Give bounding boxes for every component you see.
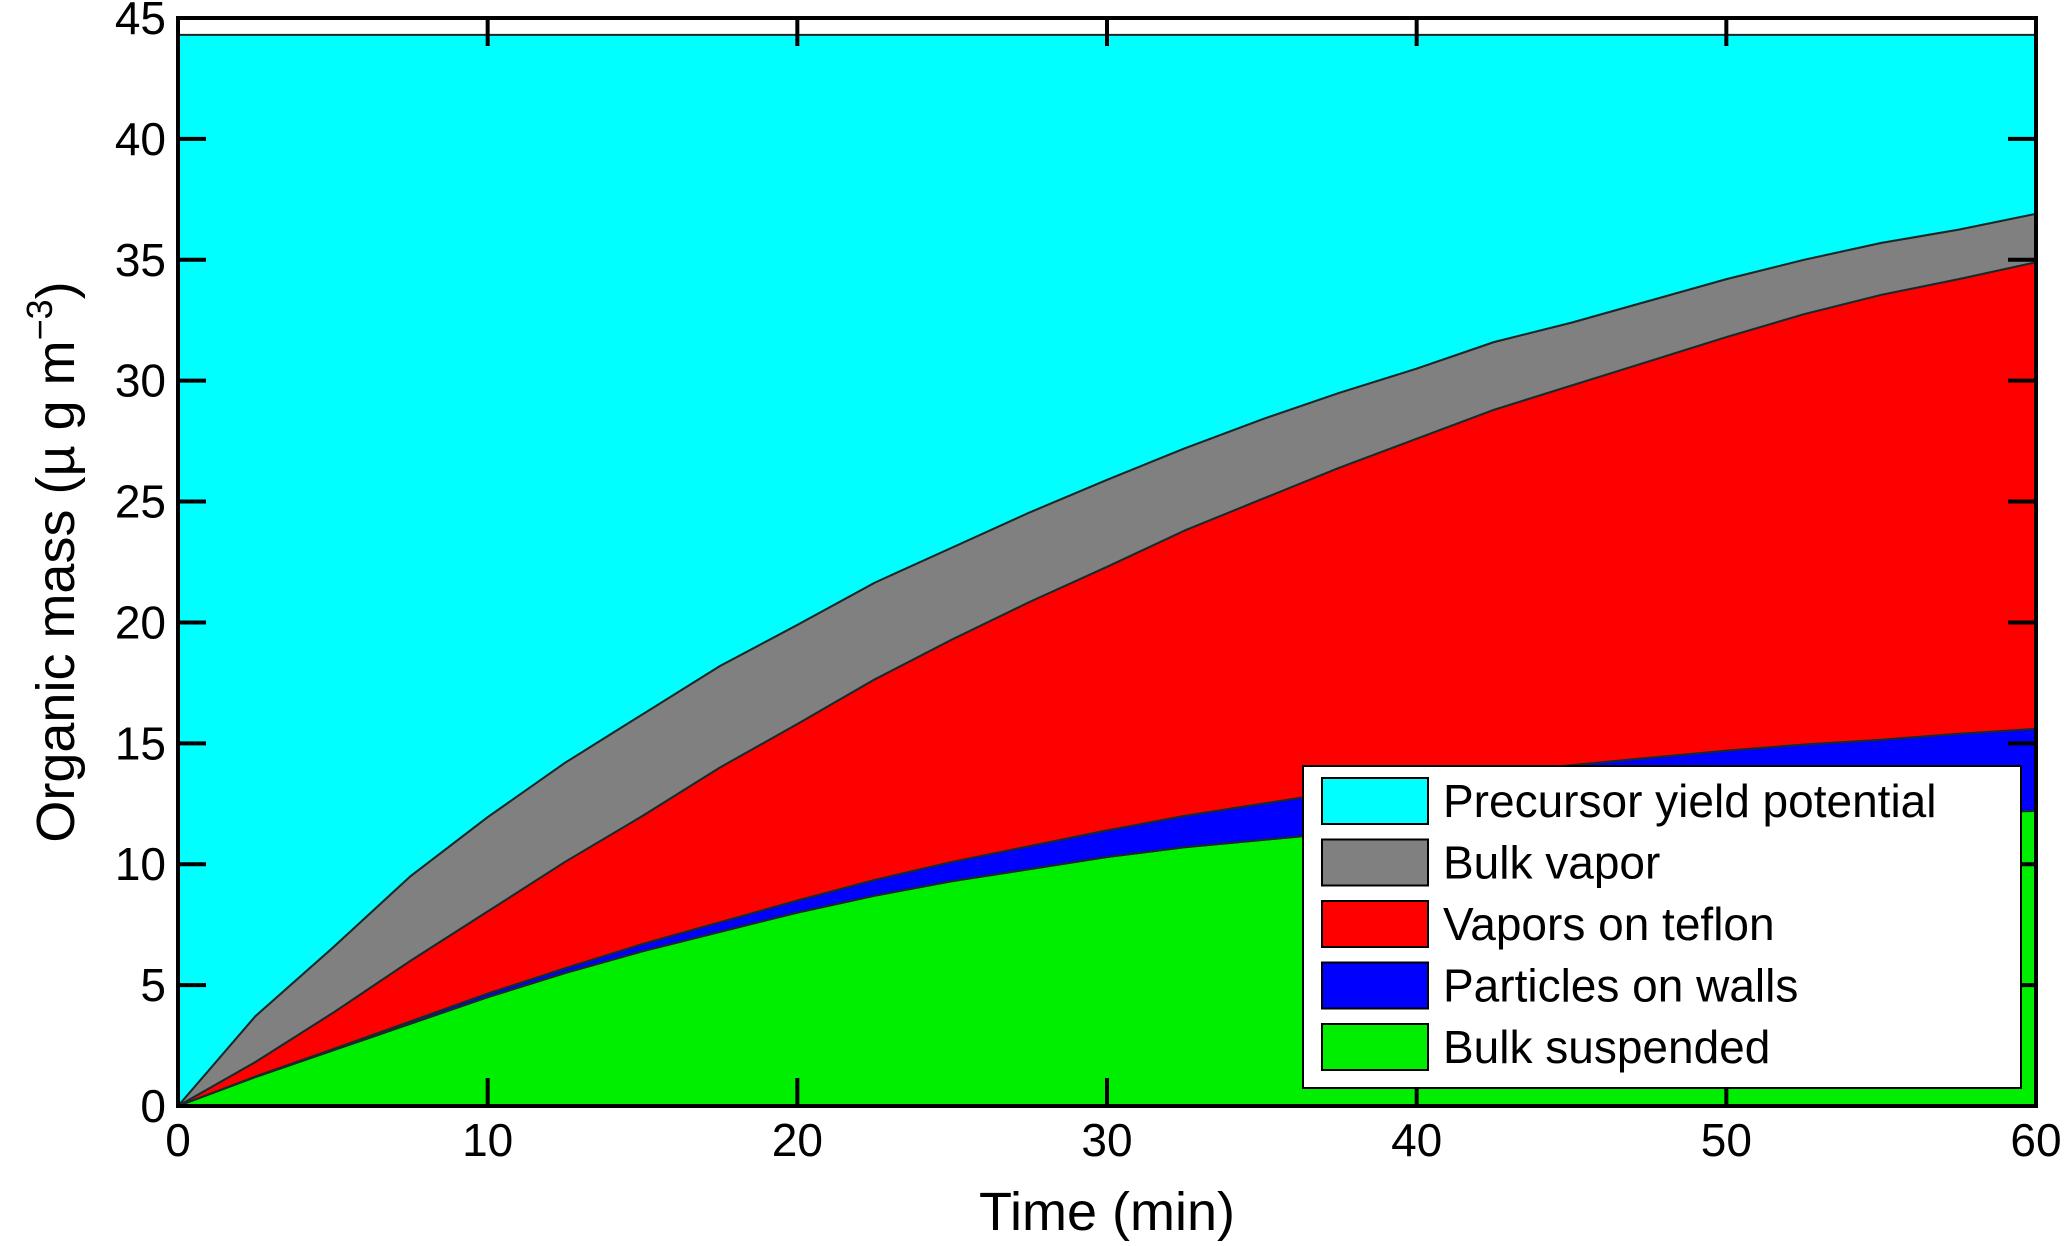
legend-label: Precursor yield potential xyxy=(1443,775,1936,827)
legend-label: Vapors on teflon xyxy=(1443,898,1775,950)
y-axis-title-exponent: −3 xyxy=(19,299,60,340)
y-tick-label-10: 10 xyxy=(115,838,166,890)
legend-label: Bulk suspended xyxy=(1443,1021,1770,1073)
y-axis-title: Organic mass (µ g m−3) xyxy=(19,281,86,842)
y-tick-label-35: 35 xyxy=(115,234,166,286)
x-axis-title: Time (min) xyxy=(979,1182,1235,1242)
axis-tick-labels: 0 10 20 30 40 50 60 0 5 10 15 20 25 30 35 40 45 xyxy=(115,0,2062,1166)
legend-item-precursor-yield-potential: Precursor yield potential xyxy=(1321,775,1936,827)
legend-swatch xyxy=(1321,777,1429,825)
y-tick-label-15: 15 xyxy=(115,717,166,769)
y-tick-label-0: 0 xyxy=(140,1080,166,1132)
y-axis-title-unit: g m xyxy=(26,340,86,445)
y-tick-label-45: 45 xyxy=(115,0,166,44)
x-tick-label-60: 60 xyxy=(2010,1114,2061,1166)
axis-ticks xyxy=(176,16,2038,1108)
legend-label: Particles on walls xyxy=(1443,960,1798,1012)
x-tick-label-50: 50 xyxy=(1701,1114,1752,1166)
y-axis-title-close: ) xyxy=(26,281,86,299)
y-tick-label-40: 40 xyxy=(115,113,166,165)
y-axis-title-main: Organic mass ( xyxy=(26,477,86,843)
legend-item-bulk-vapor: Bulk vapor xyxy=(1321,837,1660,889)
y-axis-title-mu: µ xyxy=(26,445,86,476)
x-tick-label-40: 40 xyxy=(1391,1114,1442,1166)
legend-item-particles-on-walls: Particles on walls xyxy=(1321,960,1798,1012)
legend-items: Precursor yield potential Bulk vapor Vapor… xyxy=(1321,775,1936,1073)
legend-label: Bulk vapor xyxy=(1443,837,1660,889)
x-tick-label-10: 10 xyxy=(462,1114,513,1166)
y-tick-label-25: 25 xyxy=(115,476,166,528)
x-tick-label-30: 30 xyxy=(1081,1114,1132,1166)
y-tick-label-5: 5 xyxy=(140,959,166,1011)
legend-item-vapors-on-teflon: Vapors on teflon xyxy=(1321,898,1775,950)
y-tick-label-20: 20 xyxy=(115,596,166,648)
x-tick-label-0: 0 xyxy=(165,1114,191,1166)
x-tick-label-20: 20 xyxy=(772,1114,823,1166)
legend-swatch xyxy=(1321,838,1429,887)
legend-swatch xyxy=(1321,961,1429,1010)
legend-item-bulk-suspended: Bulk suspended xyxy=(1321,1021,1770,1073)
y-tick-label-30: 30 xyxy=(115,355,166,407)
legend-swatch xyxy=(1321,900,1429,948)
legend: Precursor yield potential Bulk vapor Vapor… xyxy=(1302,765,2022,1089)
legend-swatch xyxy=(1321,1023,1429,1071)
